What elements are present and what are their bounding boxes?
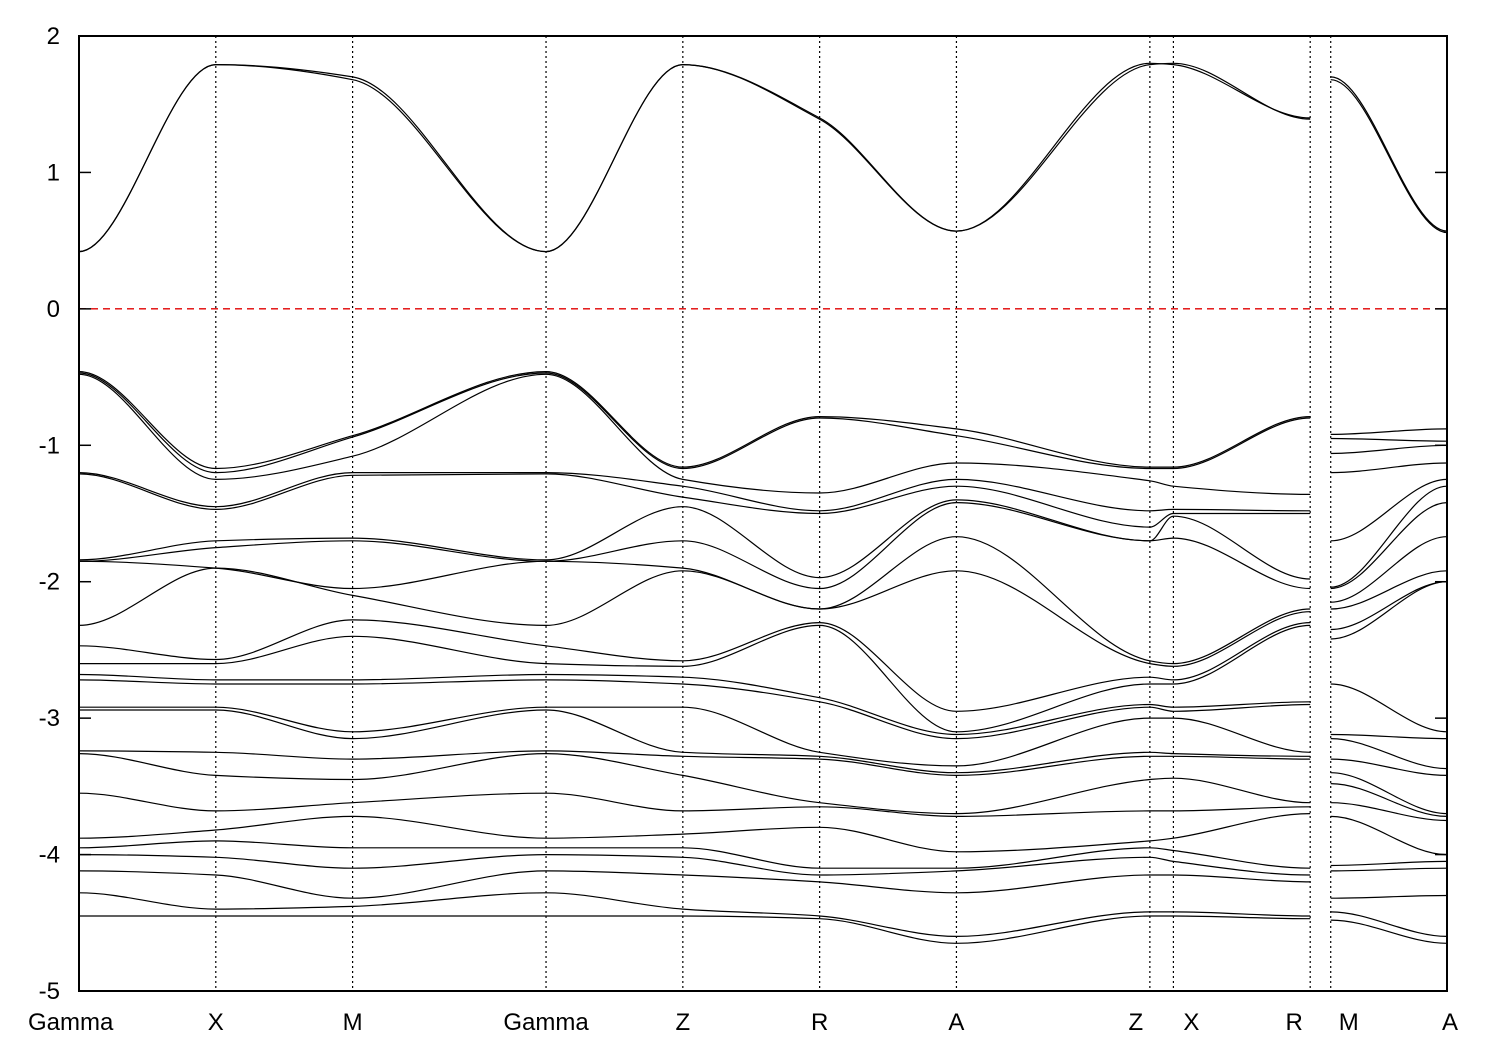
band-line (78, 372, 1448, 474)
band-line (78, 915, 1448, 944)
bands (78, 62, 1448, 944)
y-tick-label: -1 (39, 432, 60, 459)
band-line (78, 462, 1448, 512)
x-tick-label: R (1286, 1009, 1303, 1036)
y-axis: 2 1 0 -1 -2 -3 -4 -5 (39, 23, 1447, 1005)
x-tick-label: Z (1129, 1009, 1144, 1036)
y-tick-label: -2 (39, 569, 60, 596)
band-line (78, 892, 1448, 938)
band-line (78, 501, 1448, 590)
band-line (78, 581, 1448, 712)
y-tick-label: -3 (39, 705, 60, 732)
band-line (78, 62, 1448, 253)
band-line (79, 581, 1448, 733)
y-tick-label: 1 (47, 159, 60, 186)
band-line (78, 567, 1448, 667)
band-line (78, 62, 1448, 253)
band-line (78, 373, 1448, 495)
band-line (79, 706, 1448, 770)
band-line (78, 370, 1448, 470)
band-line (78, 840, 1448, 869)
x-tick-label: X (1183, 1009, 1199, 1036)
y-tick-label: -5 (39, 978, 60, 1005)
band-line (79, 709, 1448, 776)
band-line (78, 473, 1448, 542)
x-tick-label: M (1339, 1009, 1359, 1036)
x-axis: Gamma X M Gamma Z R A Z X R M A (28, 1009, 1458, 1036)
x-tick-label: Z (675, 1009, 690, 1036)
kpoint-lines (215, 36, 1332, 991)
band-line (78, 752, 1448, 817)
x-tick-label: R (811, 1009, 828, 1036)
band-line (78, 813, 1448, 856)
x-tick-label: M (343, 1009, 363, 1036)
x-tick-label: X (208, 1009, 224, 1036)
band-line (78, 673, 1448, 736)
y-tick-label: -4 (39, 842, 60, 869)
x-tick-label: Gamma (503, 1009, 589, 1036)
x-tick-label: A (948, 1009, 964, 1036)
plot-frame (78, 35, 1448, 992)
x-tick-label: A (1442, 1009, 1458, 1036)
band-line (78, 679, 1448, 740)
y-tick-label: 2 (47, 23, 60, 50)
band-line (78, 485, 1448, 588)
y-tick-label: 0 (47, 296, 60, 323)
band-line (78, 853, 1448, 876)
x-tick-label: Gamma (28, 1009, 114, 1036)
band-line (78, 870, 1448, 899)
band-line (78, 750, 1448, 815)
band-line (78, 536, 1448, 665)
band-line (78, 792, 1448, 822)
